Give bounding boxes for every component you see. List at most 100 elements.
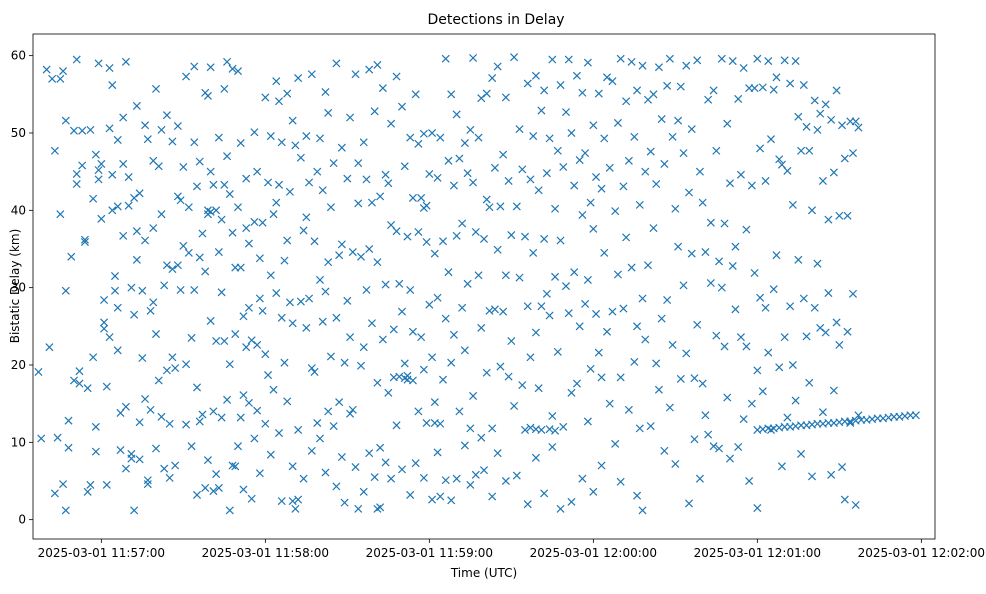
data-point bbox=[717, 283, 726, 292]
data-point bbox=[121, 57, 130, 66]
data-point bbox=[627, 263, 636, 272]
data-point bbox=[365, 449, 374, 458]
data-point bbox=[668, 132, 677, 141]
data-point bbox=[370, 107, 379, 116]
data-point bbox=[764, 348, 773, 357]
data-point bbox=[854, 411, 863, 420]
data-point bbox=[168, 137, 177, 146]
data-point bbox=[665, 403, 674, 412]
data-point bbox=[838, 121, 847, 130]
data-point bbox=[378, 84, 387, 93]
data-point bbox=[479, 466, 489, 475]
data-point bbox=[520, 425, 530, 434]
data-point bbox=[561, 282, 571, 291]
data-point bbox=[581, 299, 590, 308]
data-point bbox=[739, 415, 748, 424]
data-point bbox=[206, 167, 215, 176]
data-point bbox=[108, 206, 117, 215]
data-point bbox=[80, 238, 89, 247]
data-point bbox=[182, 360, 191, 369]
data-point bbox=[408, 376, 417, 385]
data-point bbox=[151, 84, 161, 93]
data-point bbox=[693, 320, 702, 329]
data-point bbox=[551, 272, 560, 281]
data-point bbox=[786, 302, 795, 311]
data-point bbox=[824, 215, 833, 224]
data-point bbox=[280, 358, 289, 367]
data-point bbox=[190, 138, 199, 147]
data-point bbox=[313, 167, 322, 176]
data-point bbox=[783, 413, 792, 422]
data-point bbox=[75, 379, 84, 388]
data-point bbox=[556, 504, 565, 513]
data-point bbox=[365, 244, 374, 254]
data-point bbox=[400, 359, 409, 368]
data-point bbox=[725, 179, 735, 188]
data-point bbox=[687, 249, 696, 258]
data-point bbox=[635, 424, 644, 433]
data-point bbox=[818, 176, 827, 185]
data-point bbox=[613, 270, 622, 279]
data-point bbox=[231, 462, 240, 471]
data-point bbox=[485, 306, 494, 315]
data-point bbox=[769, 285, 778, 294]
data-point bbox=[799, 294, 808, 303]
data-point bbox=[676, 82, 685, 91]
data-point bbox=[266, 271, 275, 280]
data-point bbox=[307, 70, 316, 79]
data-point bbox=[318, 186, 327, 195]
data-point bbox=[589, 487, 598, 496]
data-point bbox=[425, 300, 434, 309]
data-point bbox=[157, 412, 166, 421]
data-point bbox=[397, 465, 407, 474]
data-point bbox=[739, 64, 748, 73]
data-point bbox=[214, 248, 223, 257]
data-point bbox=[499, 307, 508, 316]
data-point bbox=[786, 79, 795, 88]
data-point bbox=[184, 203, 193, 212]
data-point bbox=[315, 275, 325, 284]
data-point bbox=[239, 312, 248, 321]
data-point bbox=[589, 121, 598, 130]
data-point bbox=[775, 155, 784, 164]
data-point bbox=[392, 421, 401, 430]
x-axis-ticks: 2025-03-01 11:57:00 2025-03-01 11:58:00 20… bbox=[38, 539, 985, 560]
data-point bbox=[723, 119, 732, 128]
data-point bbox=[354, 504, 363, 513]
data-point bbox=[567, 497, 576, 506]
data-point bbox=[488, 492, 497, 501]
data-point bbox=[362, 285, 371, 295]
data-point bbox=[797, 449, 806, 458]
data-point bbox=[540, 234, 549, 243]
data-point bbox=[283, 397, 292, 406]
data-point bbox=[299, 226, 308, 235]
data-point bbox=[433, 293, 442, 302]
data-point bbox=[704, 430, 713, 439]
data-point bbox=[315, 434, 325, 443]
data-point bbox=[698, 379, 707, 388]
data-point bbox=[846, 418, 855, 428]
data-point bbox=[605, 163, 614, 172]
data-point bbox=[414, 407, 423, 416]
data-point bbox=[348, 405, 357, 414]
data-point bbox=[236, 413, 245, 422]
data-point bbox=[624, 405, 633, 414]
data-point bbox=[665, 54, 674, 63]
data-point bbox=[110, 272, 120, 281]
data-point bbox=[534, 186, 543, 195]
data-point bbox=[59, 480, 68, 489]
data-point bbox=[838, 463, 847, 472]
data-point bbox=[482, 89, 491, 98]
data-point bbox=[802, 332, 811, 341]
data-point bbox=[359, 487, 368, 496]
data-point bbox=[217, 288, 226, 297]
data-point bbox=[392, 72, 401, 81]
data-point bbox=[206, 207, 215, 216]
data-point bbox=[220, 180, 229, 189]
data-point bbox=[250, 128, 259, 137]
data-point bbox=[315, 134, 325, 143]
data-point bbox=[581, 149, 590, 158]
data-point bbox=[255, 469, 264, 478]
data-point bbox=[272, 77, 281, 86]
data-point bbox=[438, 375, 448, 384]
